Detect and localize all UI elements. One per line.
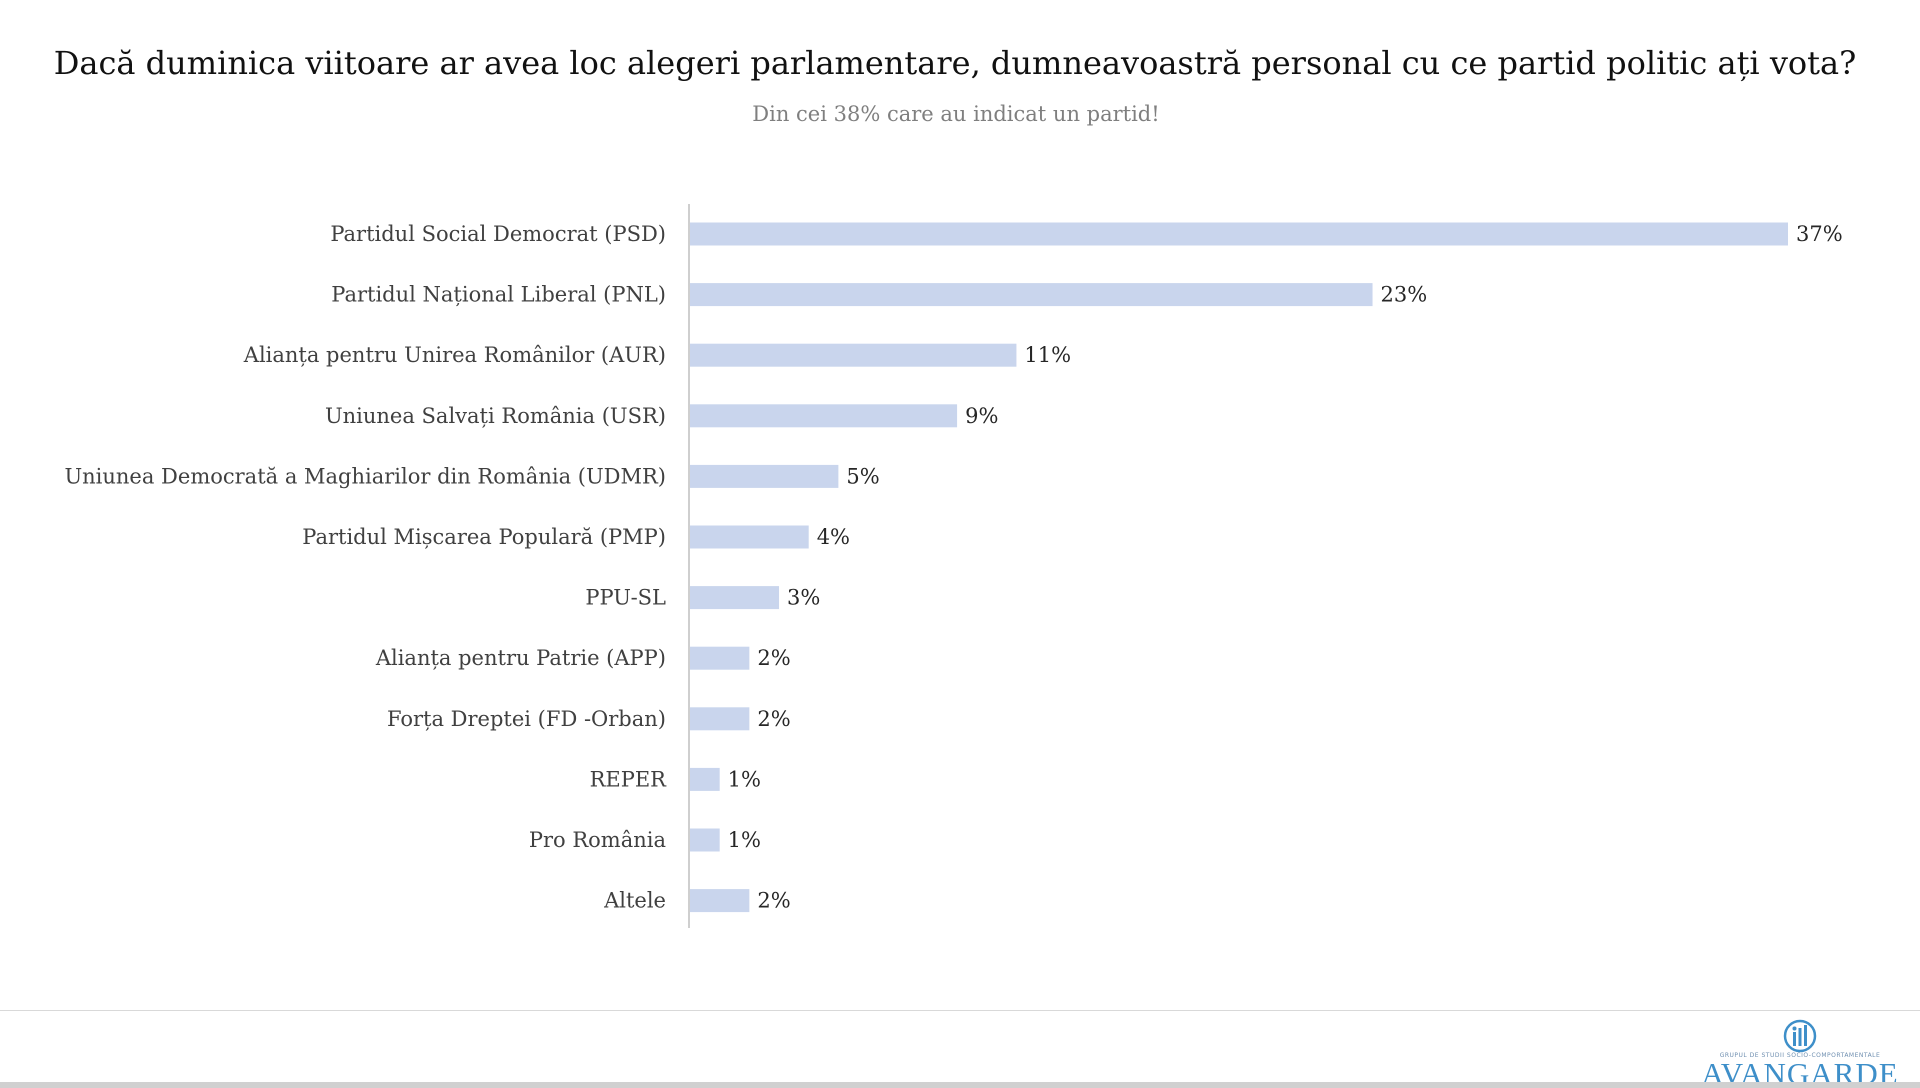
value-label-4: 9%	[965, 404, 998, 428]
category-label-1: Partidul Social Democrat (PSD)	[330, 222, 666, 246]
category-label-12: Altele	[603, 889, 666, 913]
value-label-11: 1%	[728, 828, 761, 852]
category-label-2: Partidul Național Liberal (PNL)	[331, 283, 666, 307]
bar-11	[690, 828, 720, 852]
bottom-bar	[0, 1082, 1920, 1088]
value-label-1: 37%	[1796, 222, 1843, 246]
value-label-12: 2%	[757, 889, 790, 913]
bar-5	[690, 464, 839, 488]
bar-9	[690, 707, 750, 731]
bar-10	[690, 767, 720, 791]
bars-group	[690, 222, 1788, 913]
value-label-3: 11%	[1024, 343, 1071, 367]
category-label-3: Alianța pentru Unirea Românilor (AUR)	[243, 343, 666, 367]
value-label-8: 2%	[757, 646, 790, 670]
bar-12	[690, 889, 750, 913]
value-labels-group: 37% 23% 11% 9% 5% 4% 3% 2% 2% 1% 1% 2%	[728, 222, 1843, 913]
category-label-8: Alianța pentru Patrie (APP)	[375, 646, 666, 670]
chart-title: Dacă duminica viitoare ar avea loc alege…	[53, 44, 1857, 82]
value-label-9: 2%	[757, 707, 790, 731]
value-label-10: 1%	[728, 767, 761, 791]
category-label-5: Uniunea Democrată a Maghiarilor din Româ…	[64, 464, 666, 488]
category-label-6: Partidul Mișcarea Populară (PMP)	[302, 525, 666, 549]
bar-4	[690, 404, 958, 428]
bar-6	[690, 525, 809, 549]
footer-divider	[0, 1010, 1920, 1011]
category-label-7: PPU-SL	[585, 586, 666, 610]
bar-8	[690, 646, 750, 670]
category-label-10: REPER	[590, 767, 668, 791]
bar-7	[690, 586, 780, 610]
logo-tagline: GRUPUL DE STUDII SOCIO-COMPORTAMENTALE	[1719, 1052, 1881, 1059]
chart-subtitle: Din cei 38% care au indicat un partid!	[752, 102, 1160, 126]
value-label-7: 3%	[787, 586, 820, 610]
bar-1	[690, 222, 1788, 246]
category-labels-group: Partidul Social Democrat (PSD) Partidul N…	[64, 222, 667, 913]
category-label-4: Uniunea Salvați România (USR)	[325, 404, 666, 428]
category-label-11: Pro România	[529, 828, 666, 852]
bar-3	[690, 343, 1017, 367]
bar-2	[690, 283, 1373, 307]
avangarde-logo: GRUPUL DE STUDII SOCIO-COMPORTAMENTALE A…	[1690, 1014, 1910, 1088]
value-label-5: 5%	[846, 464, 879, 488]
category-label-9: Forța Dreptei (FD -Orban)	[387, 707, 666, 731]
value-label-6: 4%	[817, 525, 850, 549]
logo-mark-icon	[1783, 1019, 1817, 1053]
value-label-2: 23%	[1381, 283, 1428, 307]
